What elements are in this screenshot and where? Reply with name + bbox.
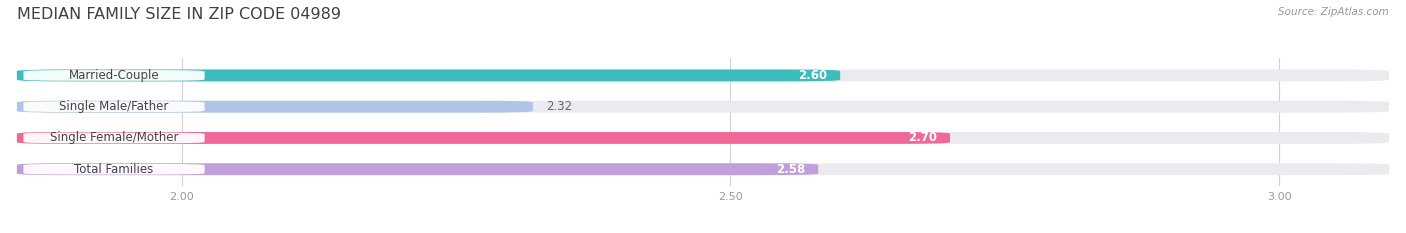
FancyBboxPatch shape	[24, 101, 205, 112]
FancyBboxPatch shape	[24, 133, 205, 143]
Text: Single Male/Father: Single Male/Father	[59, 100, 169, 113]
FancyBboxPatch shape	[17, 69, 841, 81]
Text: Married-Couple: Married-Couple	[69, 69, 159, 82]
Text: Single Female/Mother: Single Female/Mother	[49, 131, 179, 144]
Text: 2.32: 2.32	[546, 100, 572, 113]
FancyBboxPatch shape	[17, 163, 1389, 175]
Text: MEDIAN FAMILY SIZE IN ZIP CODE 04989: MEDIAN FAMILY SIZE IN ZIP CODE 04989	[17, 7, 340, 22]
FancyBboxPatch shape	[17, 132, 950, 144]
FancyBboxPatch shape	[17, 101, 1389, 113]
Text: Total Families: Total Families	[75, 163, 153, 176]
FancyBboxPatch shape	[17, 101, 533, 113]
FancyBboxPatch shape	[24, 164, 205, 175]
Text: Source: ZipAtlas.com: Source: ZipAtlas.com	[1278, 7, 1389, 17]
FancyBboxPatch shape	[17, 132, 1389, 144]
FancyBboxPatch shape	[17, 163, 818, 175]
Text: 2.58: 2.58	[776, 163, 806, 176]
Text: 2.70: 2.70	[908, 131, 936, 144]
FancyBboxPatch shape	[17, 69, 1389, 81]
FancyBboxPatch shape	[24, 70, 205, 81]
Text: 2.60: 2.60	[799, 69, 827, 82]
